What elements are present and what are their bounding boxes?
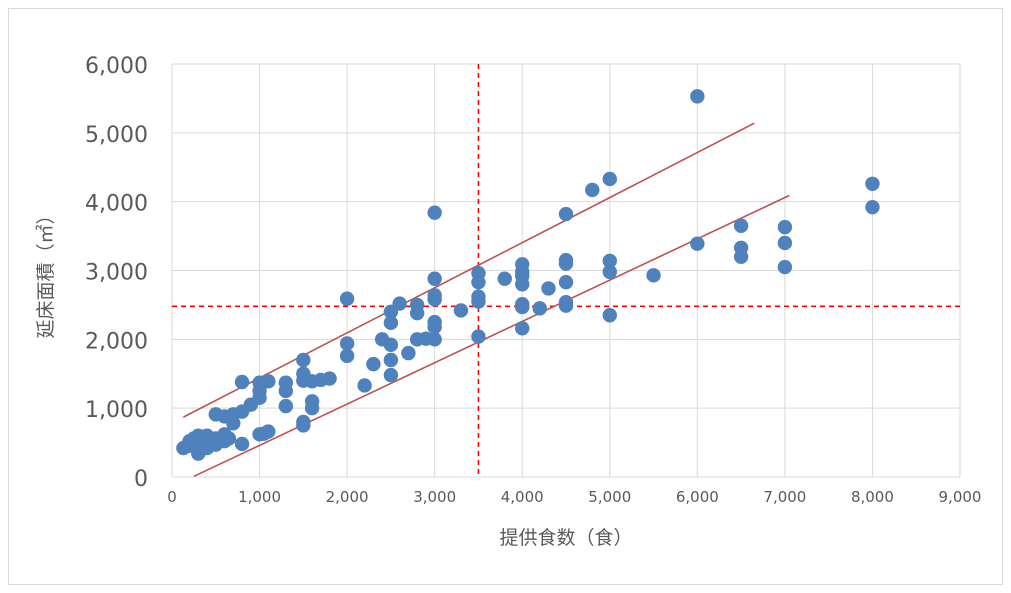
data-point bbox=[471, 289, 486, 304]
x-tick-label: 1,000 bbox=[238, 488, 281, 506]
data-point bbox=[541, 281, 556, 296]
gridlines bbox=[171, 63, 961, 478]
data-point bbox=[690, 89, 705, 104]
data-point bbox=[558, 294, 574, 310]
data-point bbox=[497, 271, 512, 286]
data-point bbox=[339, 336, 355, 351]
data-point bbox=[427, 332, 442, 347]
y-tick-label: 3,000 bbox=[85, 261, 148, 286]
data-point bbox=[383, 315, 399, 331]
data-point bbox=[602, 308, 617, 323]
data-point bbox=[261, 374, 276, 389]
data-point bbox=[558, 275, 574, 290]
data-point bbox=[602, 253, 617, 269]
data-point bbox=[401, 345, 416, 361]
data-point bbox=[427, 271, 442, 286]
data-point bbox=[409, 297, 425, 313]
trend-line bbox=[193, 194, 790, 478]
data-point bbox=[865, 199, 880, 215]
data-point bbox=[777, 235, 793, 251]
data-point bbox=[261, 424, 276, 439]
data-point bbox=[585, 182, 600, 198]
data-point bbox=[221, 431, 237, 446]
data-point bbox=[453, 303, 469, 318]
data-point bbox=[532, 301, 547, 316]
y-axis-title: 延床面積（㎡） bbox=[34, 205, 57, 338]
data-point bbox=[733, 218, 749, 233]
data-point bbox=[383, 367, 399, 383]
y-tick-label: 6,000 bbox=[85, 54, 148, 79]
data-point bbox=[602, 264, 617, 280]
x-axis-title: 提供食数（食） bbox=[499, 527, 632, 549]
data-point bbox=[296, 414, 311, 430]
y-tick-label: 4,000 bbox=[85, 192, 148, 217]
x-tick-label: 6,000 bbox=[676, 488, 719, 506]
data-point bbox=[558, 206, 574, 222]
x-tick-label: 9,000 bbox=[939, 488, 982, 506]
x-tick-label: 7,000 bbox=[763, 488, 806, 506]
data-point bbox=[515, 321, 530, 336]
data-point bbox=[602, 171, 617, 187]
x-axis-ticks: 0 1,000 2,000 3,000 4,000 5,000 6,000 7,000 8,00… bbox=[167, 488, 981, 506]
y-axis-ticks: 0 1,000 2,000 3,000 4,000 5,000 6,000 bbox=[85, 54, 148, 492]
data-point bbox=[296, 352, 311, 368]
data-point bbox=[690, 236, 705, 251]
data-point bbox=[515, 257, 530, 272]
data-point bbox=[339, 348, 355, 364]
chart-frame bbox=[8, 8, 1003, 585]
data-point bbox=[383, 352, 399, 368]
data-point bbox=[646, 268, 661, 283]
data-point bbox=[427, 314, 442, 330]
x-tick-label: 2,000 bbox=[326, 488, 369, 506]
x-tick-label: 4,000 bbox=[501, 488, 544, 506]
data-point bbox=[471, 329, 486, 344]
data-point bbox=[234, 374, 250, 390]
y-tick-label: 1,000 bbox=[85, 398, 148, 423]
data-point bbox=[427, 205, 442, 220]
data-point bbox=[234, 436, 250, 452]
data-points bbox=[176, 89, 880, 461]
data-point bbox=[278, 375, 294, 390]
y-tick-label: 5,000 bbox=[85, 123, 148, 148]
data-point bbox=[471, 266, 486, 281]
y-tick-label: 0 bbox=[134, 467, 148, 492]
data-point bbox=[777, 219, 793, 235]
y-tick-label: 2,000 bbox=[85, 329, 148, 354]
trend-line bbox=[183, 122, 755, 418]
data-point bbox=[733, 240, 749, 255]
data-point bbox=[304, 394, 320, 409]
x-tick-label: 3,000 bbox=[413, 488, 456, 506]
data-point bbox=[322, 371, 337, 386]
x-tick-label: 5,000 bbox=[588, 488, 631, 506]
data-point bbox=[357, 378, 372, 393]
data-point bbox=[339, 291, 355, 306]
data-point bbox=[427, 288, 442, 303]
data-point bbox=[865, 176, 880, 191]
data-point bbox=[383, 337, 399, 353]
data-point bbox=[558, 252, 574, 268]
x-tick-label: 0 bbox=[167, 488, 177, 506]
reference-lines bbox=[172, 64, 960, 477]
x-tick-label: 8,000 bbox=[851, 488, 894, 506]
data-point bbox=[777, 259, 793, 275]
trend-lines bbox=[183, 122, 790, 478]
data-point bbox=[392, 296, 407, 311]
data-point bbox=[278, 398, 294, 414]
data-point bbox=[515, 297, 530, 312]
data-point bbox=[366, 356, 381, 372]
